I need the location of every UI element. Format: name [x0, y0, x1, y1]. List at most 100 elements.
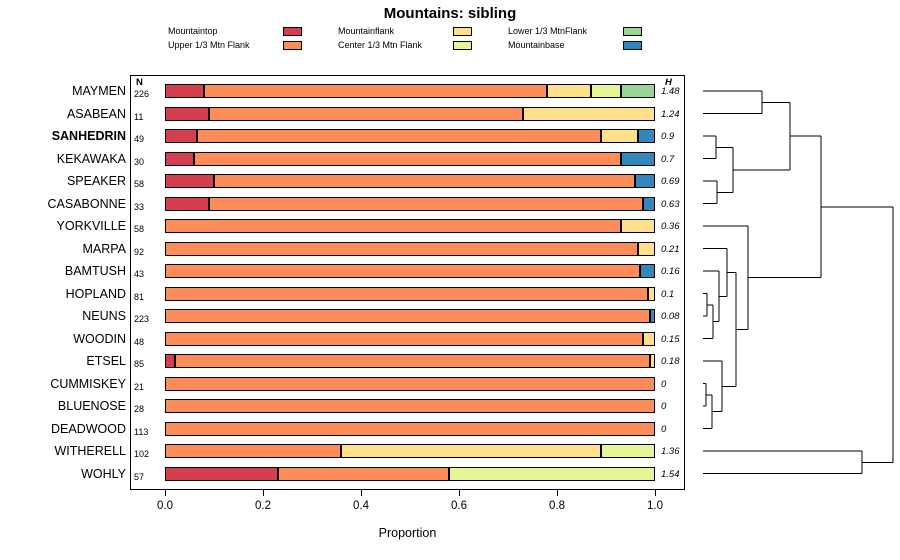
legend: Mountaintop Upper 1/3 Mtn Flank Mountainfl…	[168, 26, 642, 51]
h-column-header: H	[665, 77, 672, 88]
bar-segment	[165, 219, 621, 233]
bar-segment	[620, 151, 655, 166]
row-label-wohly: WOHLY	[81, 466, 126, 481]
h-value: 0.63	[661, 198, 680, 210]
bar-segment	[204, 84, 548, 98]
bar-segment	[647, 286, 655, 301]
n-value: 28	[134, 404, 145, 414]
bar-segment	[165, 286, 648, 301]
n-value: 226	[134, 89, 150, 99]
x-axis-tick	[361, 490, 362, 496]
bar-segment	[642, 331, 655, 346]
bar-segment	[165, 241, 638, 256]
bar-segment	[165, 84, 205, 98]
bar-segment	[650, 309, 655, 323]
bar-segment	[522, 106, 655, 121]
bar-segment	[214, 174, 636, 188]
row-label-bamtush: BAMTUSH	[64, 264, 126, 278]
n-value: 57	[134, 471, 145, 482]
legend-column: Mountaintop Upper 1/3 Mtn Flank	[168, 26, 302, 51]
legend-column: Mountainflank Center 1/3 Mtn Flank	[338, 26, 472, 51]
h-value: 0.7	[661, 153, 675, 165]
x-axis-tick-label: 0.2	[255, 500, 271, 512]
row-label-bluenose: BLUENOSE	[57, 399, 126, 413]
bar-segment	[165, 196, 210, 211]
n-value: 58	[134, 224, 145, 234]
h-value: 0	[661, 423, 667, 435]
n-value: 30	[134, 156, 145, 167]
bar-segment	[635, 174, 655, 188]
n-value: 33	[134, 201, 145, 212]
bar-segment	[165, 331, 643, 346]
legend-item-label: Mountainbase	[508, 40, 565, 50]
h-value: 0.08	[661, 311, 680, 322]
h-value: 1.24	[661, 108, 680, 120]
row-label-yorkville: YORKVILLE	[56, 219, 126, 233]
bar-segment	[165, 421, 655, 436]
legend-swatch	[283, 41, 302, 50]
bar-segment	[601, 129, 638, 143]
legend-column: Lower 1/3 MtnFlank Mountainbase	[508, 26, 642, 51]
bar-segment	[637, 129, 655, 143]
bar-segment	[165, 354, 175, 368]
row-label-maymen: MAYMEN	[72, 84, 126, 98]
x-axis-tick-label: 0.0	[157, 500, 173, 512]
row-label-witherell: WITHERELL	[54, 444, 126, 458]
n-value: 43	[134, 269, 145, 279]
x-axis-tick	[459, 490, 460, 496]
row-label-speaker: SPEAKER	[66, 174, 126, 188]
bar-segment	[194, 151, 621, 166]
bar-segment	[277, 466, 450, 481]
row-label-kekawaka: KEKAWAKA	[56, 151, 126, 166]
n-value: 21	[134, 381, 145, 392]
bar-segment	[209, 196, 643, 211]
legend-item: Mountainbase	[508, 40, 642, 51]
row-label-deadwood: DEADWOOD	[51, 421, 126, 436]
n-value: 11	[134, 111, 144, 122]
bar-segment	[165, 151, 195, 166]
bar-segment	[165, 399, 655, 413]
bar-segment	[650, 354, 655, 368]
legend-item-label: Mountaintop	[168, 26, 218, 36]
x-axis-tick	[165, 490, 166, 496]
bar-segment	[449, 466, 655, 481]
n-column-header: N	[136, 77, 143, 88]
row-label-neuns: NEUNS	[82, 309, 126, 323]
legend-item: Lower 1/3 MtnFlank	[508, 26, 642, 37]
n-value: 223	[134, 314, 150, 324]
bar-segment	[165, 444, 342, 458]
chart-title: Mountains: sibling	[383, 5, 517, 22]
bar-segment	[637, 241, 655, 256]
n-value: 92	[134, 246, 145, 257]
row-label-etsel: ETSEL	[86, 354, 126, 368]
x-axis-tick	[557, 490, 558, 496]
row-label-cummiskey: CUMMISKEY	[50, 376, 126, 391]
h-value: 1.54	[661, 468, 680, 480]
legend-item-label: Center 1/3 Mtn Flank	[338, 40, 423, 50]
n-value: 58	[134, 179, 145, 189]
h-value: 1.48	[661, 86, 680, 97]
row-label-casabonne: CASABONNE	[47, 196, 127, 211]
x-axis-title: Proportion	[378, 526, 437, 540]
bar-segment	[165, 376, 655, 391]
n-value: 102	[134, 449, 150, 459]
n-value: 81	[134, 291, 145, 302]
h-value: 0.15	[661, 333, 680, 345]
h-value: 0.21	[661, 243, 680, 255]
h-value: 0.36	[661, 221, 680, 232]
bar-segment	[591, 84, 621, 98]
bar-segment	[209, 106, 523, 121]
x-axis-tick	[655, 490, 656, 496]
legend-swatch	[453, 41, 472, 50]
x-axis-tick-label: 1.0	[647, 500, 663, 512]
bar-segment	[640, 264, 655, 278]
x-axis-tick-label: 0.6	[451, 500, 467, 512]
h-value: 0.1	[661, 288, 675, 300]
bar-segment	[165, 174, 214, 188]
legend-item-label: Mountainflank	[338, 26, 395, 36]
legend-swatch	[623, 27, 642, 36]
legend-swatch	[283, 27, 302, 36]
row-label-woodin: WOODIN	[73, 331, 126, 346]
h-value: 1.36	[661, 446, 680, 457]
h-value: 0.18	[661, 356, 680, 367]
